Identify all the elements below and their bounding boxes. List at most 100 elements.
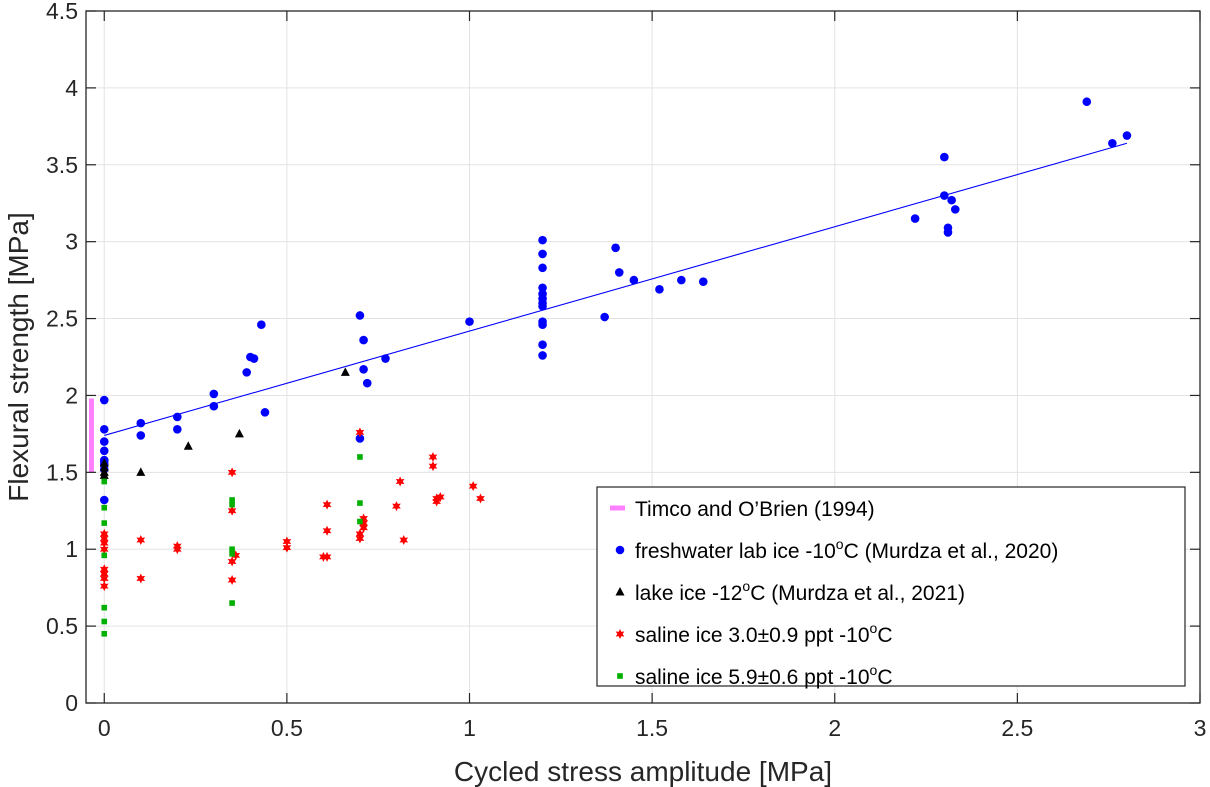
freshwater-point (940, 191, 949, 200)
fit-line-group (104, 142, 1128, 436)
freshwater-point (173, 424, 182, 434)
x-tick-label: 2.5 (1001, 715, 1033, 741)
y-tick-label: 0.5 (46, 613, 78, 639)
freshwater-point (600, 312, 609, 322)
freshwater-point (614, 268, 624, 277)
freshwater-point (910, 214, 920, 223)
legend-label-freshwater: freshwater lab ice -10oC (Murdza et al.,… (635, 536, 1058, 563)
saline3-point (322, 499, 332, 510)
freshwater-point (257, 320, 266, 330)
saline6-point (101, 631, 108, 637)
saline3-point (99, 573, 109, 584)
x-tick-label: 2 (828, 715, 841, 741)
freshwater-point (947, 195, 956, 205)
freshwater-point (465, 317, 474, 326)
x-tick-label: 0.5 (271, 715, 303, 741)
saline3-point (231, 550, 241, 561)
freshwater-point (611, 243, 620, 253)
freshwater-point (359, 335, 368, 345)
plot-frame (85, 10, 1201, 704)
freshwater-point (538, 249, 547, 259)
saline6-point (229, 501, 235, 508)
freshwater-point (99, 424, 109, 434)
freshwater-point (1082, 97, 1092, 107)
freshwater-point (242, 368, 252, 377)
freshwater-point (698, 277, 708, 286)
saline6-point (229, 546, 235, 553)
x-tick-label: 1 (463, 715, 476, 741)
freshwater-point (655, 285, 664, 294)
lake-point (99, 458, 109, 467)
freshwater-point (538, 340, 547, 349)
saline3-point (355, 533, 365, 544)
freshwater-point (950, 205, 960, 214)
saline6-point (101, 604, 108, 611)
saline3-point (136, 573, 146, 584)
x-tick-label: 3 (1194, 715, 1207, 741)
saline3-point (476, 493, 485, 504)
freshwater-point (260, 408, 270, 417)
saline3-point (435, 491, 445, 502)
saline3-point (99, 544, 109, 555)
legend-label-saline3: saline ice 3.0±0.9 ppt -10oC (635, 620, 892, 647)
legend-label-saline6: saline ice 5.9±0.6 ppt -10oC (635, 662, 892, 689)
y-tick-label: 1 (65, 536, 78, 562)
freshwater-point (1108, 138, 1117, 148)
saline6-point (357, 454, 363, 460)
freshwater-point (538, 235, 547, 245)
lake-point (136, 467, 146, 476)
saline3-point (227, 556, 237, 567)
x-axis-label: Cycled stress amplitude [MPa] (454, 756, 832, 787)
freshwater-point (538, 351, 547, 360)
freshwater-point (173, 412, 182, 422)
series-saline3 (99, 427, 485, 592)
y-tick-label: 3 (65, 229, 78, 255)
legend-marker-freshwater (615, 545, 625, 555)
saline3-point (322, 551, 332, 562)
fit-line (104, 142, 1128, 436)
saline6-point (101, 552, 108, 559)
legend-label-lake: lake ice -12oC (Murdza et al., 2021) (635, 578, 965, 605)
saline3-point (227, 505, 237, 516)
y-tick-label: 4.5 (46, 0, 78, 24)
freshwater-point (355, 311, 365, 320)
freshwater-point (381, 354, 390, 363)
freshwater-point (209, 401, 219, 411)
y-tick-label: 1.5 (46, 459, 78, 485)
freshwater-point (355, 434, 365, 443)
saline3-point (399, 535, 409, 545)
saline6-point (101, 618, 108, 625)
series-freshwater (99, 97, 1132, 505)
freshwater-point (99, 446, 109, 456)
freshwater-point (362, 378, 372, 388)
lake-point (99, 470, 109, 479)
saline3-point (282, 542, 292, 553)
saline3-point (227, 574, 237, 585)
freshwater-point (538, 320, 547, 330)
saline3-point (428, 451, 438, 462)
y-axis-label: Flexural strength [MPa] (3, 212, 34, 501)
axis-ticks (86, 10, 1201, 704)
freshwater-point (209, 389, 219, 399)
freshwater-point (359, 365, 368, 374)
freshwater-point (1122, 131, 1132, 140)
freshwater-point (99, 395, 109, 405)
lake-point (99, 462, 109, 472)
series-saline6 (101, 454, 363, 637)
saline3-point (282, 536, 292, 547)
y-tick-labels: 0 0.5 1 1.5 2 2.5 3 3.5 4 4.5 (46, 0, 78, 716)
y-tick-label: 4 (65, 75, 78, 101)
y-tick-label: 0 (65, 690, 78, 716)
saline3-point (428, 461, 438, 472)
saline3-point (99, 538, 109, 549)
saline3-point (227, 467, 237, 478)
saline6-point (357, 518, 363, 525)
saline3-point (319, 551, 328, 562)
saline6-point (357, 500, 363, 506)
saline6-point (229, 497, 235, 503)
saline3-point (355, 427, 365, 438)
x-tick-labels: 0 0.5 1 1.5 2 2.5 3 (98, 715, 1207, 741)
saline3-point (392, 501, 401, 512)
freshwater-point (249, 354, 259, 363)
